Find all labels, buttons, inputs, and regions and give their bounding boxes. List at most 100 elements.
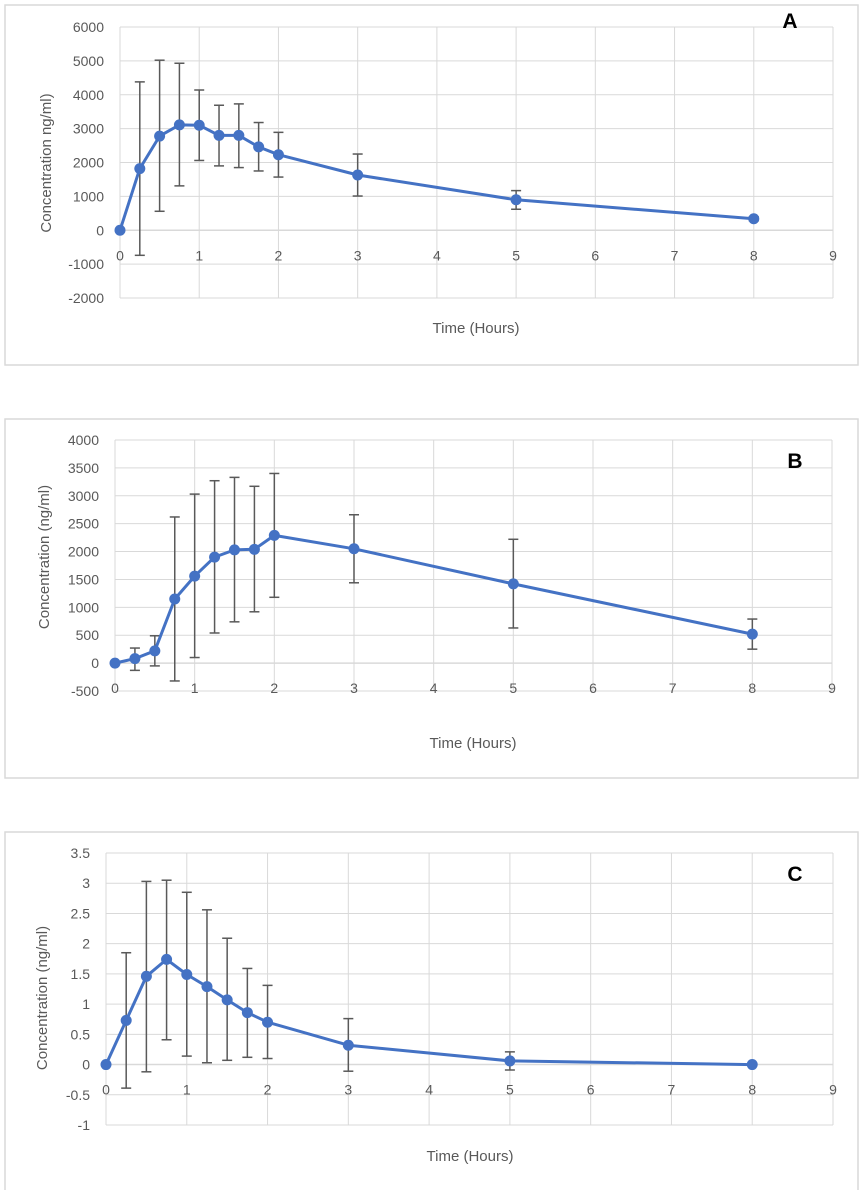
chart-a-data-point (272, 149, 284, 161)
chart-c-y-tick-label: 1 (82, 996, 90, 1012)
chart-a-series-line (118, 123, 754, 231)
chart-c-y-tick-labels: 3.5 3 2.5 2 1.5 1 0.5 0 -0.5 -1 (66, 845, 90, 1133)
chart-b-x-tick-label: 3 (350, 680, 358, 696)
chart-b-panel-label: B (787, 450, 802, 473)
chart-b-frame (4, 418, 859, 779)
chart-a-y-tick-label: -2000 (68, 290, 104, 306)
chart-b-x-tick-label: 6 (589, 680, 597, 696)
chart-c-x-tick-label: 4 (425, 1082, 433, 1098)
chart-b-data-point (746, 628, 758, 640)
chart-a-data-point (352, 169, 364, 181)
chart-c-y-axis-title: Concentration (ng/ml) (34, 926, 51, 1070)
chart-c-data-point (342, 1039, 354, 1051)
chart-a-x-tick-label: 8 (750, 247, 758, 263)
chart-b-y-tick-label: 0 (91, 655, 99, 671)
chart-a-data-point (173, 119, 185, 131)
chart-a-data-point (134, 163, 146, 175)
chart-b-data-point (149, 645, 161, 657)
chart-c-y-tick-label: 2 (82, 936, 90, 952)
chart-c-x-tick-labels: 0 1 2 3 4 5 6 7 8 9 (102, 1082, 837, 1098)
chart-c-y-tick-label: 3.5 (71, 845, 91, 861)
chart-b-x-tick-label: 0 (111, 680, 119, 696)
chart-c-data-point (241, 1007, 253, 1019)
chart-a-data-point (154, 130, 166, 142)
chart-a-y-tick-label: 1000 (73, 188, 104, 204)
chart-b-x-tick-label: 5 (509, 680, 517, 696)
chart-b-data-point (169, 593, 181, 605)
chart-a-y-tick-label: 4000 (73, 87, 104, 103)
chart-a-y-tick-label: 2000 (73, 155, 104, 171)
chart-a-data-point (193, 119, 205, 131)
chart-a-y-axis-title: Concentration ng/ml) (38, 93, 55, 232)
chart-c-data-point (181, 968, 193, 980)
chart-c-y-tick-label: -0.5 (66, 1087, 90, 1103)
chart-b-y-tick-label: 500 (76, 627, 100, 643)
chart-b-x-tick-labels: 0 1 2 3 4 5 6 7 8 9 (111, 680, 836, 696)
chart-a-x-tick-label: 6 (591, 247, 599, 263)
chart-b-data-point (189, 570, 201, 582)
chart-a-data-point (253, 141, 265, 153)
chart-c-x-tick-label: 5 (506, 1082, 514, 1098)
chart-b-x-tick-label: 2 (270, 680, 278, 696)
chart-a-x-tick-label: 1 (195, 247, 203, 263)
chart-b-data-point (129, 653, 141, 665)
chart-a-y-tick-label: 6000 (73, 19, 104, 35)
chart-a-data-point (213, 129, 225, 141)
chart-a-x-tick-label: 0 (116, 247, 124, 263)
chart-b-y-axis-title: Concentration (ng/ml) (36, 485, 53, 629)
chart-c-y-tick-label: 0 (82, 1057, 90, 1073)
chart-c-panel-label: C (787, 863, 802, 886)
chart-a: 0 1 2 3 4 5 6 7 8 9 6000 5000 4000 3000 2000 1000 0 -100… (4, 4, 859, 366)
chart-a-markers (114, 119, 760, 236)
chart-c-y-tick-label: 3 (82, 875, 90, 891)
chart-b-y-tick-label: 3000 (68, 488, 99, 504)
chart-b-gridlines (114, 439, 833, 692)
chart-c-x-tick-label: 1 (183, 1082, 191, 1098)
chart-a-x-tick-label: 4 (433, 247, 441, 263)
chart-c: 0 1 2 3 4 5 6 7 8 9 3.5 3 2.5 2 1.5 1 0.5 0 -0.5 -1 C Time… (4, 831, 859, 1190)
chart-b-y-tick-labels: 4000 3500 3000 2500 2000 1500 1000 500 0 -500 (68, 432, 99, 699)
chart-b-markers (109, 529, 758, 669)
chart-b-data-point (229, 544, 240, 556)
chart-b-y-tick-label: 2000 (68, 544, 99, 560)
chart-a-data-point (233, 129, 245, 141)
chart-b-y-tick-label: -500 (71, 683, 99, 699)
chart-c-data-point (201, 981, 213, 993)
chart-c-data-point (140, 970, 152, 982)
chart-c-data-point (504, 1055, 516, 1067)
chart-c-data-point (262, 1016, 274, 1028)
chart-b-x-tick-label: 9 (828, 680, 836, 696)
chart-c-data-point (120, 1014, 132, 1026)
chart-c-series-line (104, 957, 753, 1067)
chart-a-x-tick-label: 5 (512, 247, 520, 263)
chart-a-frame (4, 4, 859, 366)
chart-c-data-point (161, 953, 173, 965)
chart-a-x-tick-label: 3 (354, 247, 362, 263)
chart-a-data-point (510, 194, 522, 206)
chart-b-y-tick-label: 4000 (68, 432, 99, 448)
chart-c-frame (4, 831, 859, 1190)
chart-b-y-tick-label: 1500 (68, 571, 99, 587)
chart-b-data-point (109, 657, 121, 669)
chart-c-x-tick-label: 2 (264, 1082, 272, 1098)
chart-c-y-tick-label: -1 (78, 1117, 91, 1133)
chart-c-x-tick-label: 9 (829, 1082, 837, 1098)
chart-c-x-tick-label: 6 (587, 1082, 595, 1098)
chart-a-data-point (114, 224, 126, 236)
chart-c-y-tick-label: 2.5 (71, 905, 91, 921)
chart-b-y-tick-label: 2500 (68, 516, 99, 532)
chart-b-x-tick-label: 4 (430, 680, 438, 696)
chart-a-x-axis-title: Time (Hours) (433, 320, 520, 337)
chart-a-y-tick-label: -1000 (68, 256, 104, 272)
chart-b-data-point (248, 543, 260, 555)
chart-a-panel-label: A (782, 10, 797, 33)
chart-c-y-tick-label: 0.5 (71, 1026, 91, 1042)
chart-b-x-tick-label: 1 (191, 680, 199, 696)
chart-c-x-tick-label: 0 (102, 1082, 110, 1098)
chart-b-y-tick-label: 1000 (68, 599, 99, 615)
chart-a-x-tick-labels: 0 1 2 3 4 5 6 7 8 9 (116, 247, 837, 263)
chart-c-x-tick-label: 7 (668, 1082, 676, 1098)
chart-a-x-tick-label: 2 (275, 247, 283, 263)
chart-a-x-tick-label: 7 (671, 247, 679, 263)
chart-b-x-axis-title: Time (Hours) (430, 735, 517, 752)
